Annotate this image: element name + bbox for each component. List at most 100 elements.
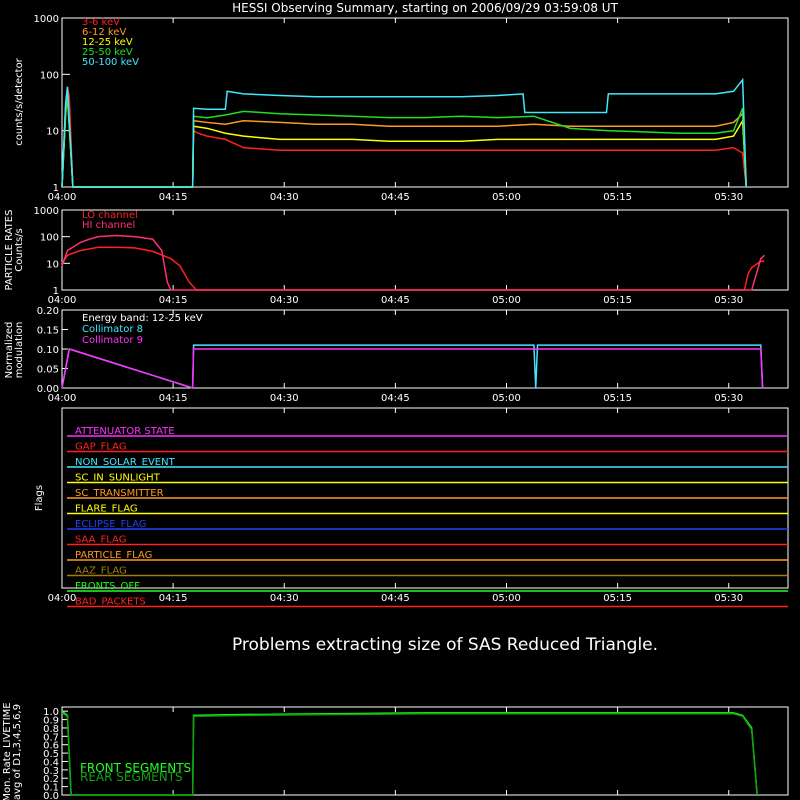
flag-label: SAA_FLAG	[75, 535, 126, 546]
modulation-legend-item: Collimator 9	[82, 335, 143, 346]
particle-rates-xtick-label: 05:30	[714, 295, 743, 306]
particle-rates-xtick-label: 04:15	[159, 295, 188, 306]
count-rates-series-line	[61, 77, 748, 188]
livetime-ytick-label: 0.9	[43, 716, 59, 727]
flag-label: BAD_PACKETS	[75, 597, 146, 608]
modulation-ytick-label: 0.10	[37, 345, 59, 356]
modulation-ytick-label: 0.00	[37, 384, 59, 395]
flag-label: ATTENUATOR STATE	[75, 426, 175, 437]
count-rates-xtick-label: 04:30	[270, 192, 299, 203]
count-rates-series-line	[61, 86, 748, 188]
modulation-series-line	[61, 344, 764, 390]
particle-rates-ylabel-units: Counts/s	[14, 228, 25, 272]
flags-xtick-label: 05:00	[492, 593, 521, 604]
flags-xtick-label: 04:00	[48, 593, 77, 604]
livetime-legend-item: REAR SEGMENTS	[80, 770, 183, 784]
modulation-ylabel-2: modulation	[14, 322, 25, 379]
flags-xtick-label: 04:15	[159, 593, 188, 604]
count-rates-ytick-label: 1000	[34, 14, 59, 25]
livetime-ytick-label: 0.2	[43, 774, 59, 785]
count-rates-xtick-label: 04:15	[159, 192, 188, 203]
flag-label: GAP_FLAG	[75, 442, 127, 453]
livetime-legend-item: FRONT SEGMENTS	[80, 761, 191, 775]
flag-label: PARTICLE_FLAG	[75, 550, 152, 561]
flag-label: FRONTS_OFF	[75, 581, 140, 592]
modulation-xtick-label: 04:15	[159, 393, 188, 404]
modulation-ytick-label: 0.15	[37, 326, 59, 337]
livetime-ytick-label: 0.4	[43, 757, 59, 768]
count-rates-xtick-label: 05:00	[492, 192, 521, 203]
livetime-ylabel: Mon. Rate LIVETIME	[2, 702, 13, 800]
livetime-ytick-label: 0.0	[43, 791, 59, 800]
flag-label: SC_IN_SUNLIGHT	[75, 473, 161, 484]
flags-xtick-label: 05:30	[714, 593, 743, 604]
panels-group: 04:00 04:15 04:30 04:45 05:00 05:15 05:3011010…	[2, 14, 789, 800]
particle-rates-ytick-label: 100	[40, 233, 59, 244]
flag-label: NON_SOLAR_EVENT	[75, 457, 176, 468]
modulation-xtick-label: 05:30	[714, 393, 743, 404]
livetime-series-line	[61, 712, 758, 796]
flag-label: ECLIPSE_FLAG	[75, 519, 146, 530]
flag-label: AAZ_FLAG	[75, 566, 127, 577]
livetime-ytick-label: 0.5	[43, 749, 59, 760]
count-rates-legend-item: 50-100 keV	[82, 57, 139, 68]
figure-title: HESSI Observing Summary, starting on 200…	[232, 1, 618, 15]
flags-xtick-label: 04:45	[381, 593, 410, 604]
count-rates-legend-item: 25-50 keV	[82, 47, 133, 58]
particle-rates-frame	[61, 209, 789, 291]
count-rates-series-line	[61, 93, 748, 188]
livetime-ytick-label: 0.7	[43, 732, 59, 743]
particle-rates-series-line	[61, 246, 765, 291]
modulation-ylabel: Normalized	[4, 322, 15, 379]
flags-ylabel: Flags	[34, 485, 45, 511]
count-rates-xtick-label: 05:30	[714, 192, 743, 203]
sas-message: Problems extracting size of SAS Reduced …	[232, 635, 658, 655]
modulation-ytick-label: 0.20	[37, 306, 59, 317]
count-rates-xtick-label: 04:45	[381, 192, 410, 203]
particle-rates-xtick-label: 04:00	[48, 295, 77, 306]
modulation-xtick-label: 04:00	[48, 393, 77, 404]
livetime-ytick-label: 1.0	[43, 707, 59, 718]
modulation-xtick-label: 05:00	[492, 393, 521, 404]
modulation-annotation: Energy band: 12-25 keV	[82, 313, 203, 324]
count-rates-ylabel: counts/s/detector	[14, 57, 25, 145]
modulation-series-line	[61, 348, 764, 390]
particle-rates-ytick-label: 1000	[34, 206, 59, 217]
livetime-ylabel-2: avg of D1,3,4,5,6,9	[12, 704, 23, 800]
particle-rates-xtick-label: 04:45	[381, 295, 410, 306]
modulation-ytick-label: 0.05	[37, 365, 59, 376]
livetime-ytick-label: 0.1	[43, 783, 59, 794]
particle-rates-xtick-label: 05:00	[492, 295, 521, 306]
modulation-xtick-label: 04:45	[381, 393, 410, 404]
flag-label: FLARE_FLAG	[75, 504, 138, 515]
flags-xtick-label: 05:15	[603, 593, 632, 604]
count-rates-legend-item: 3-6 keV	[82, 17, 120, 28]
particle-rates-ytick-label: 1	[53, 286, 59, 297]
livetime-ytick-label: 0.3	[43, 766, 59, 777]
count-rates-xtick-label: 04:00	[48, 192, 77, 203]
flags-xtick-label: 04:30	[270, 593, 299, 604]
count-rates-legend-item: 12-25 keV	[82, 37, 133, 48]
count-rates-ytick-label: 100	[40, 70, 59, 81]
particle-rates-legend-item: HI channel	[82, 220, 135, 231]
modulation-xtick-label: 05:15	[603, 393, 632, 404]
particle-rates-xtick-label: 05:15	[603, 295, 632, 306]
modulation-legend-item: Collimator 8	[82, 324, 143, 335]
count-rates-legend-item: 6-12 keV	[82, 27, 126, 38]
particle-rates-ylabel: PARTICLE RATES	[4, 210, 15, 291]
particle-rates-series-line	[61, 234, 765, 291]
count-rates-ytick-label: 10	[46, 127, 59, 138]
count-rates-frame	[61, 17, 789, 188]
particle-rates-xtick-label: 04:30	[270, 295, 299, 306]
count-rates-series-line	[61, 96, 748, 188]
count-rates-ytick-label: 1	[53, 183, 59, 194]
livetime-ytick-label: 0.8	[43, 724, 59, 735]
particle-rates-ytick-label: 10	[46, 259, 59, 270]
modulation-xtick-label: 04:30	[270, 393, 299, 404]
count-rates-xtick-label: 05:15	[603, 192, 632, 203]
livetime-frame	[61, 706, 789, 796]
particle-rates-legend-item: LO channel	[82, 210, 138, 221]
livetime-ytick-label: 0.6	[43, 741, 59, 752]
flag-label: SC_TRANSMITTER	[75, 488, 164, 499]
